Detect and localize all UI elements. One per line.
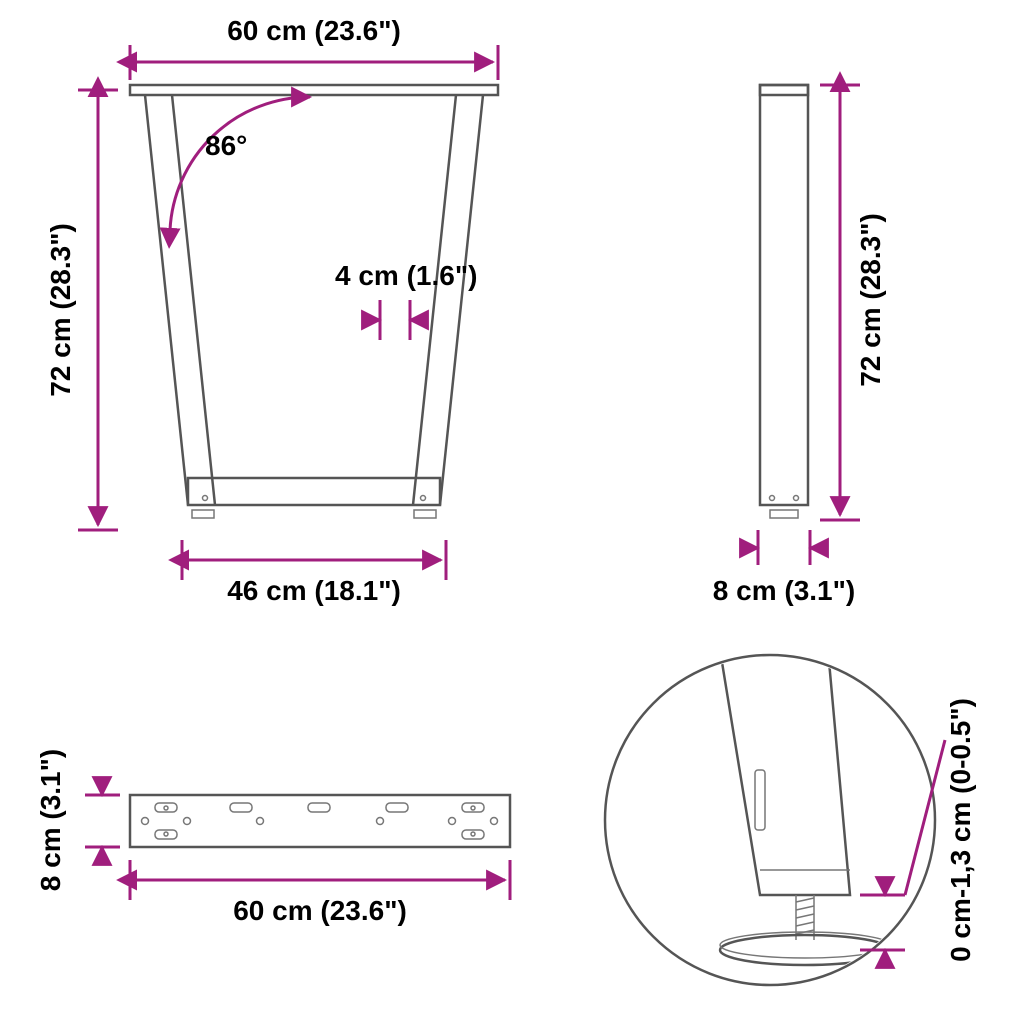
dim-plate-w: 60 cm (23.6") xyxy=(233,895,407,926)
dim-top-width: 60 cm (23.6") xyxy=(227,15,401,46)
dim-tube: 4 cm (1.6") xyxy=(335,260,477,291)
dim-adjust: 0 cm-1,3 cm (0-0.5") xyxy=(945,698,976,962)
dim-angle: 86° xyxy=(205,130,247,161)
dim-height-left: 72 cm (28.3") xyxy=(45,223,76,397)
dim-bottom-width: 46 cm (18.1") xyxy=(227,575,401,606)
dim-side-height: 72 cm (28.3") xyxy=(855,213,886,387)
dim-side-depth: 8 cm (3.1") xyxy=(713,575,855,606)
dim-plate-h: 8 cm (3.1") xyxy=(35,749,66,891)
